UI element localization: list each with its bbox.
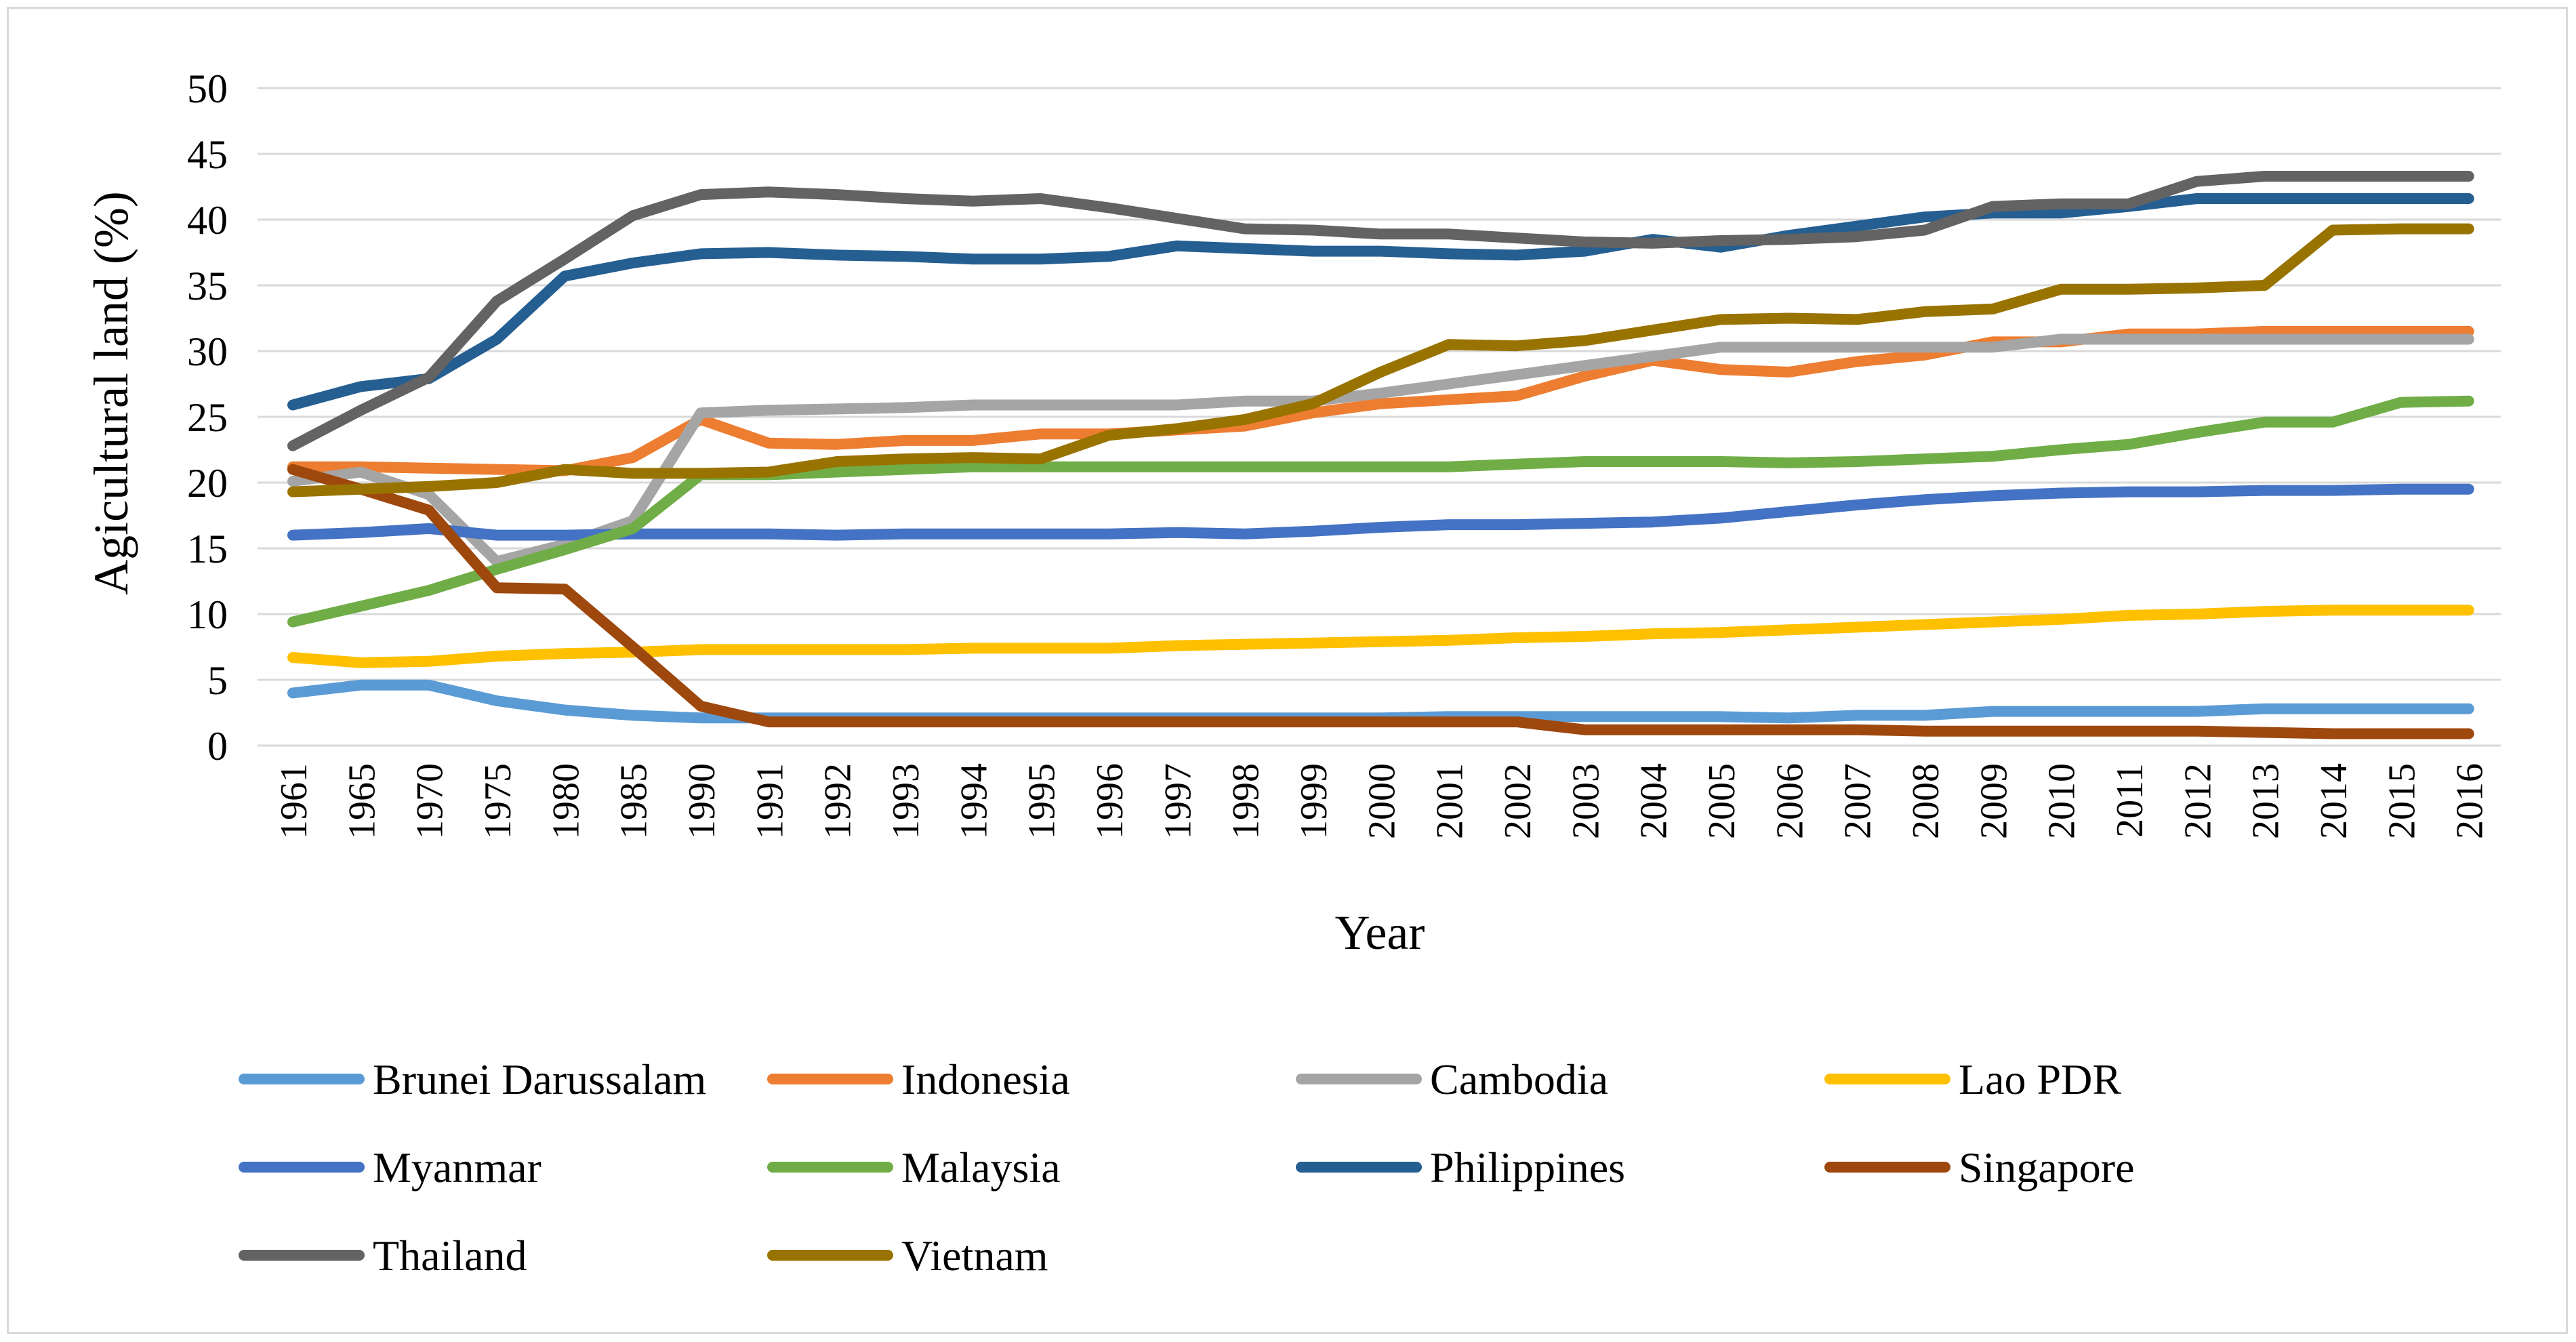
- x-tick-label: 1993: [885, 763, 927, 839]
- legend-item: Philippines: [1296, 1143, 1625, 1192]
- x-tick-label: 2013: [2245, 763, 2287, 839]
- x-tick-label: 2015: [2381, 763, 2423, 839]
- x-tick-label: 2012: [2177, 763, 2219, 839]
- x-tick-label: 1994: [953, 763, 995, 839]
- x-tick-label: 2002: [1497, 763, 1539, 839]
- x-tick-label: 2014: [2313, 763, 2355, 839]
- x-tick-label: 1985: [613, 763, 655, 839]
- series-line-vietnam: [287, 223, 2474, 497]
- legend-item: Malaysia: [767, 1143, 1061, 1192]
- series-line-malaysia: [287, 395, 2474, 628]
- legend-item: Brunei Darussalam: [239, 1055, 706, 1103]
- series-line-thailand: [287, 171, 2474, 451]
- legend-label: Cambodia: [1430, 1055, 1608, 1103]
- x-tick-label: 1965: [341, 763, 383, 839]
- legend-label: Lao PDR: [1959, 1055, 2121, 1103]
- x-tick-label: 2004: [1633, 763, 1675, 839]
- legend: Brunei Darussalam Indonesia Cambodia Lao PD…: [239, 1055, 2135, 1280]
- x-tick-label: 2000: [1361, 763, 1403, 839]
- y-axis-title: Agicultural land (%): [84, 191, 138, 595]
- legend-item: Thailand: [239, 1232, 527, 1280]
- legend-label: Myanmar: [373, 1143, 541, 1192]
- series-lines: [287, 171, 2474, 739]
- series-line-singapore: [287, 464, 2474, 739]
- x-tick-label: 1995: [1021, 763, 1063, 839]
- y-tick-label: 30: [187, 329, 228, 374]
- series-line-brunei-darussalam: [287, 679, 2474, 724]
- x-tick-label: 2009: [1973, 763, 2015, 839]
- legend-label: Malaysia: [901, 1143, 1061, 1192]
- y-tick-label: 0: [207, 724, 228, 769]
- x-tick-label: 1992: [817, 763, 859, 839]
- legend-item: Lao PDR: [1824, 1055, 2121, 1103]
- y-tick-label: 15: [187, 527, 228, 571]
- x-axis-title: Year: [1335, 906, 1425, 960]
- legend-label: Thailand: [373, 1232, 527, 1280]
- series-line-indonesia: [287, 325, 2474, 476]
- y-tick-label: 10: [187, 592, 228, 637]
- legend-label: Indonesia: [901, 1055, 1070, 1103]
- y-tick-label: 45: [187, 132, 228, 177]
- x-tick-label: 1980: [545, 763, 587, 839]
- y-tick-label: 50: [187, 66, 228, 111]
- legend-label: Vietnam: [901, 1232, 1048, 1280]
- x-tick-label: 2003: [1565, 763, 1607, 839]
- legend-item: Vietnam: [767, 1232, 1048, 1280]
- y-tick-label: 5: [207, 658, 228, 703]
- x-tick-label: 1970: [409, 763, 451, 839]
- x-tick-label: 2016: [2449, 763, 2491, 839]
- x-tick-label: 1975: [477, 763, 519, 839]
- legend-label: Brunei Darussalam: [373, 1055, 706, 1103]
- x-tick-label: 1961: [273, 763, 315, 839]
- x-tick-label: 2001: [1429, 763, 1471, 839]
- series-line-lao-pdr: [287, 605, 2474, 668]
- legend-item: Cambodia: [1296, 1055, 1608, 1103]
- y-axis-ticks: 0 5 10 15 20 25 30 35 40 45 50: [187, 66, 228, 769]
- x-tick-label: 2005: [1701, 763, 1743, 839]
- series-line-cambodia: [287, 333, 2474, 567]
- legend-item: Myanmar: [239, 1143, 541, 1192]
- x-tick-label: 2008: [1905, 763, 1947, 839]
- x-tick-label: 1991: [749, 763, 791, 839]
- x-tick-label: 2010: [2041, 763, 2083, 839]
- y-tick-label: 40: [187, 198, 228, 243]
- y-tick-label: 20: [187, 461, 228, 506]
- x-tick-label: 1997: [1157, 763, 1199, 839]
- legend-label: Philippines: [1430, 1143, 1625, 1192]
- x-tick-label: 1990: [681, 763, 723, 839]
- y-tick-label: 35: [187, 264, 228, 308]
- x-tick-label: 1996: [1089, 763, 1131, 839]
- legend-label: Singapore: [1959, 1143, 2135, 1192]
- legend-item: Singapore: [1824, 1143, 2135, 1192]
- x-tick-label: 2006: [1769, 763, 1811, 839]
- series-line-myanmar: [287, 483, 2474, 541]
- y-tick-label: 25: [187, 395, 228, 440]
- x-tick-label: 1999: [1293, 763, 1335, 839]
- x-tick-label: 1998: [1225, 763, 1267, 839]
- x-tick-label: 2011: [2109, 763, 2151, 838]
- legend-item: Indonesia: [767, 1055, 1070, 1103]
- x-axis-ticks: 1961 1965 1970 1975 1980 1985 1990 1991 1992 1993…: [273, 763, 2491, 839]
- x-tick-label: 2007: [1837, 763, 1879, 839]
